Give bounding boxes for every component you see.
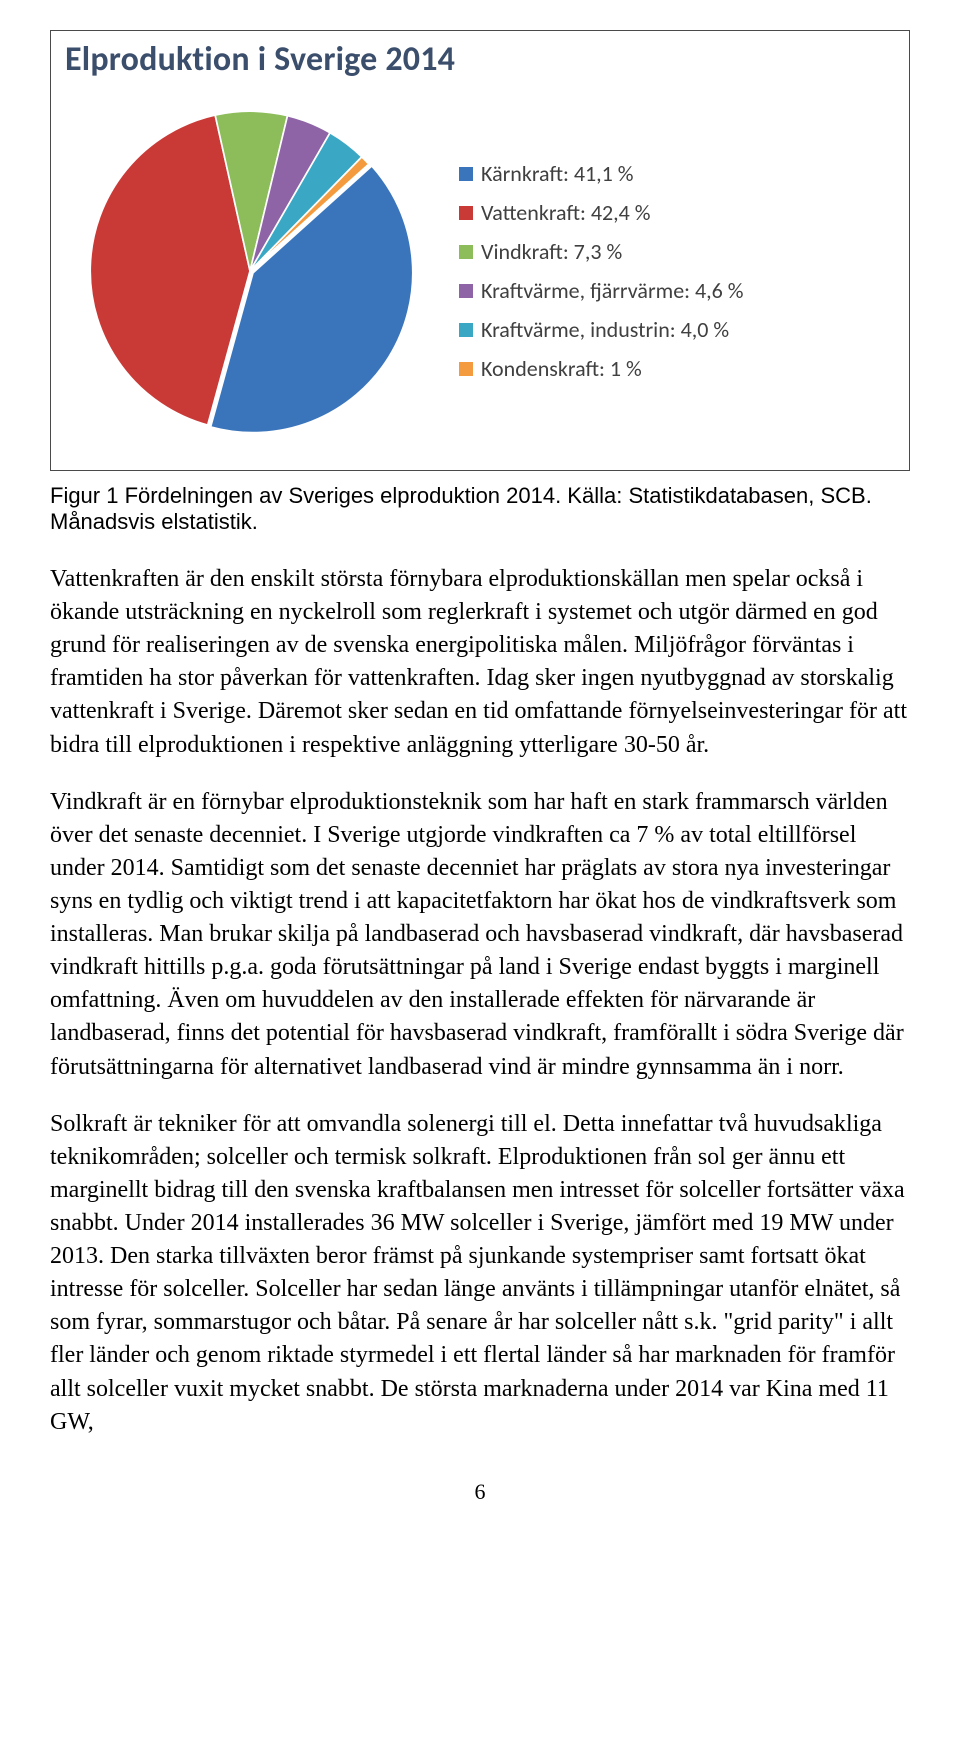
legend-label: Kraftvärme, fjärrvärme: 4,6 % [481, 277, 744, 304]
legend-label: Kondenskraft: 1 % [481, 355, 642, 382]
legend-item: Kraftvärme, fjärrvärme: 4,6 % [459, 277, 744, 304]
legend-label: Kärnkraft: 41,1 % [481, 160, 634, 187]
page-number: 6 [50, 1479, 910, 1505]
legend-item: Kondenskraft: 1 % [459, 355, 744, 382]
legend-swatch-icon [459, 167, 473, 181]
legend-label: Kraftvärme, industrin: 4,0 % [481, 316, 729, 343]
legend-item: Vindkraft: 7,3 % [459, 238, 744, 265]
chart-legend: Kärnkraft: 41,1 % Vattenkraft: 42,4 % Vind… [459, 160, 744, 382]
chart-title: Elproduktion i Sverige 2014 [65, 39, 895, 80]
pie-chart [65, 86, 435, 456]
legend-label: Vindkraft: 7,3 % [481, 238, 622, 265]
chart-body: Kärnkraft: 41,1 % Vattenkraft: 42,4 % Vind… [65, 86, 895, 456]
body-paragraph: Vindkraft är en förnybar elproduktionste… [50, 786, 910, 1084]
legend-item: Vattenkraft: 42,4 % [459, 199, 744, 226]
figure-caption: Figur 1 Fördelningen av Sveriges elprodu… [50, 483, 910, 535]
legend-swatch-icon [459, 362, 473, 376]
body-paragraph: Vattenkraften är den enskilt största för… [50, 563, 910, 762]
legend-swatch-icon [459, 206, 473, 220]
legend-swatch-icon [459, 245, 473, 259]
body-paragraph: Solkraft är tekniker för att omvandla so… [50, 1108, 910, 1439]
legend-item: Kraftvärme, industrin: 4,0 % [459, 316, 744, 343]
legend-swatch-icon [459, 323, 473, 337]
chart-frame: Elproduktion i Sverige 2014 Kärnkraft: 4… [50, 30, 910, 471]
legend-swatch-icon [459, 284, 473, 298]
legend-item: Kärnkraft: 41,1 % [459, 160, 744, 187]
document-page: Elproduktion i Sverige 2014 Kärnkraft: 4… [0, 0, 960, 1545]
legend-label: Vattenkraft: 42,4 % [481, 199, 651, 226]
